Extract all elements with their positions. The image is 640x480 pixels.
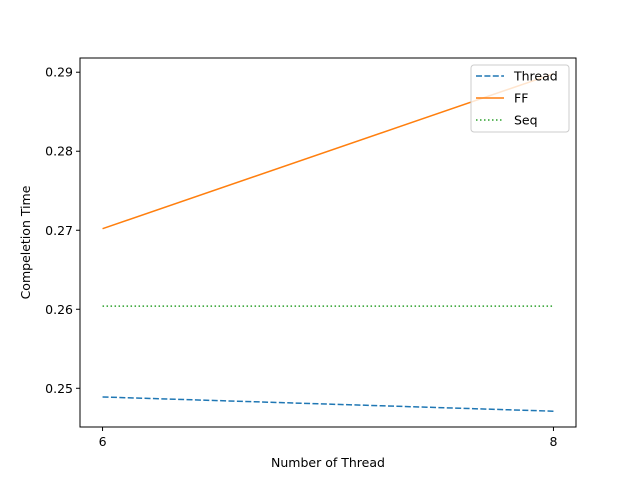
plot-frame <box>79 57 577 428</box>
x-tick-label: 6 <box>99 434 107 449</box>
series-line-thread <box>102 396 554 412</box>
legend-label-ff: FF <box>514 91 528 106</box>
legend: Thread FF Seq <box>470 64 570 133</box>
x-tick-label: 8 <box>549 434 557 449</box>
y-tick-label: 0.29 <box>45 65 73 80</box>
y-axis-label: Compeletion Time <box>18 185 33 299</box>
y-tick-label: 0.27 <box>45 223 73 238</box>
y-axis: 0.25 0.26 0.27 0.28 0.29 <box>45 65 80 396</box>
y-tick-label: 0.26 <box>45 302 73 317</box>
y-tick-label: 0.28 <box>45 144 73 159</box>
legend-label-seq: Seq <box>514 113 538 128</box>
legend-label-thread: Thread <box>513 69 558 84</box>
legend-box <box>470 64 570 133</box>
y-tick-label: 0.25 <box>45 381 73 396</box>
x-axis-label: Number of Thread <box>271 455 385 470</box>
